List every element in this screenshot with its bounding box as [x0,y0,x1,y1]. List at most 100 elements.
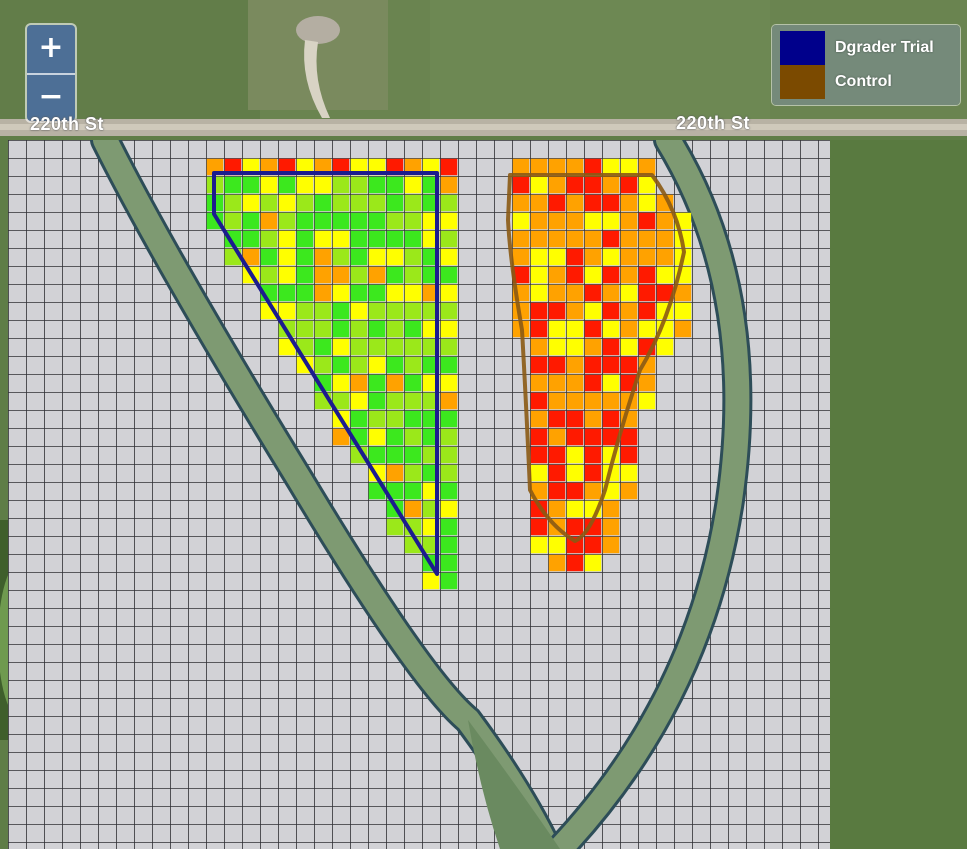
legend-item-control[interactable]: Control [780,65,892,99]
heat-cell [602,338,620,356]
heat-cell [566,374,584,392]
heat-cell [350,302,368,320]
heat-cell [440,392,458,410]
heat-cell [350,392,368,410]
heat-cell [386,176,404,194]
heat-cell [584,482,602,500]
heat-cell [530,428,548,446]
heat-cell [440,230,458,248]
heat-cell [584,320,602,338]
heat-cell [440,464,458,482]
heat-cell [296,320,314,338]
heat-cell [638,230,656,248]
heat-cell [620,464,638,482]
heat-cell [638,302,656,320]
heat-cell [440,320,458,338]
heat-cell [386,284,404,302]
heat-cell [512,194,530,212]
heat-cell [602,428,620,446]
heat-cell [602,500,620,518]
zoom-out-button[interactable]: − [27,73,75,121]
heat-cell [404,464,422,482]
heat-cell [368,248,386,266]
heat-cell [404,212,422,230]
heat-cell [314,284,332,302]
control-polygon-outline[interactable] [506,173,686,543]
heat-cell [440,266,458,284]
heat-cell [440,482,458,500]
trial-polygon-outline[interactable] [212,171,439,576]
heat-cell [350,176,368,194]
heat-cell [350,230,368,248]
heat-cell [548,230,566,248]
heat-cell [530,374,548,392]
zoom-in-button[interactable]: + [38,30,64,65]
heat-cell [296,284,314,302]
heat-cell [314,230,332,248]
heat-cell [350,284,368,302]
heat-cell [566,554,584,572]
heat-cell [350,194,368,212]
heat-cell [386,410,404,428]
heat-cell [656,248,674,266]
heat-cell [278,302,296,320]
heat-cell [296,230,314,248]
heat-cell [620,302,638,320]
heat-cell [332,248,350,266]
heat-cell [584,266,602,284]
heat-cell [386,392,404,410]
heat-cell [404,248,422,266]
heat-cell [602,374,620,392]
heat-cell [386,266,404,284]
heat-cell [368,212,386,230]
legend-item-trial[interactable]: Dgrader Trial [780,31,934,65]
heat-cell [548,320,566,338]
heat-cell [386,320,404,338]
heat-cell [332,338,350,356]
heat-cell [404,446,422,464]
heat-cell [638,248,656,266]
heat-cell [404,356,422,374]
heat-cell [512,230,530,248]
heat-cell [602,356,620,374]
heat-cell [584,446,602,464]
heat-cell [530,392,548,410]
heat-cell [566,518,584,536]
heat-cell [440,284,458,302]
heat-cell [440,428,458,446]
heat-cell [350,338,368,356]
heat-cell [548,392,566,410]
heat-cell [602,158,620,176]
heat-cell [278,194,296,212]
heat-cell [566,482,584,500]
heat-cell [584,428,602,446]
heat-cell [368,230,386,248]
heat-cell [620,212,638,230]
heat-cell [620,284,638,302]
heat-cell [566,176,584,194]
heat-cell [620,266,638,284]
heat-cell [440,536,458,554]
heat-cell [332,302,350,320]
heat-cell [278,212,296,230]
heat-cell [530,518,548,536]
heat-cell [350,248,368,266]
heat-cell [386,230,404,248]
heat-cell [278,284,296,302]
heat-cell [314,320,332,338]
heat-cell [548,482,566,500]
heat-cell [260,176,278,194]
heat-cell [602,536,620,554]
heat-cell [638,284,656,302]
heat-cell [656,284,674,302]
heat-cell [512,176,530,194]
heat-cell [584,464,602,482]
heat-cell [404,284,422,302]
heat-cell [260,266,278,284]
heat-cell [620,320,638,338]
heat-cell [674,302,692,320]
heat-cell [242,212,260,230]
heat-cell [386,446,404,464]
